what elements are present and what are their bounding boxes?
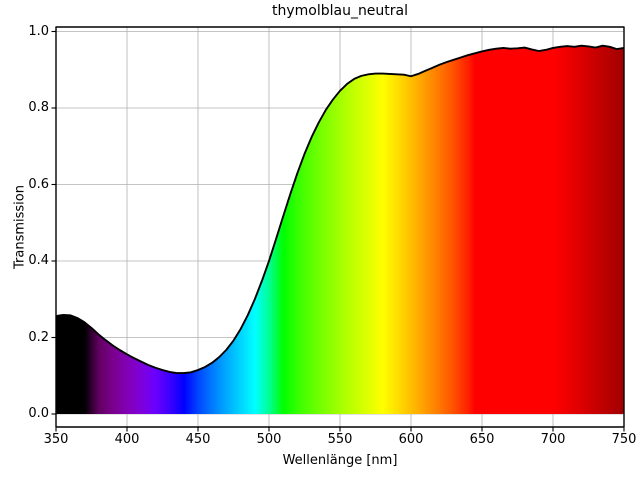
x-axis-label: Wellenlänge [nm] — [282, 453, 398, 468]
x-tick-label: 550 — [327, 432, 353, 447]
y-tick-label: 0.2 — [28, 329, 49, 345]
x-tick-label: 400 — [114, 432, 140, 447]
x-tick-label: 750 — [611, 432, 637, 447]
x-tick-label: 500 — [256, 432, 282, 447]
y-tick-label: 0.0 — [28, 406, 49, 422]
y-tick-label: 0.4 — [28, 253, 49, 269]
y-axis-label: Transmission — [12, 185, 28, 269]
x-tick-label: 700 — [540, 432, 566, 447]
y-tick-label: 0.8 — [28, 100, 49, 116]
y-tick-label: 1.0 — [28, 23, 49, 39]
x-tick-label: 650 — [469, 432, 495, 447]
y-tick-label: 0.6 — [28, 176, 49, 192]
x-tick-label: 350 — [43, 432, 69, 447]
x-tick-label: 450 — [185, 432, 211, 447]
chart-title: thymolblau_neutral — [271, 3, 409, 19]
x-tick-label: 600 — [398, 432, 424, 447]
